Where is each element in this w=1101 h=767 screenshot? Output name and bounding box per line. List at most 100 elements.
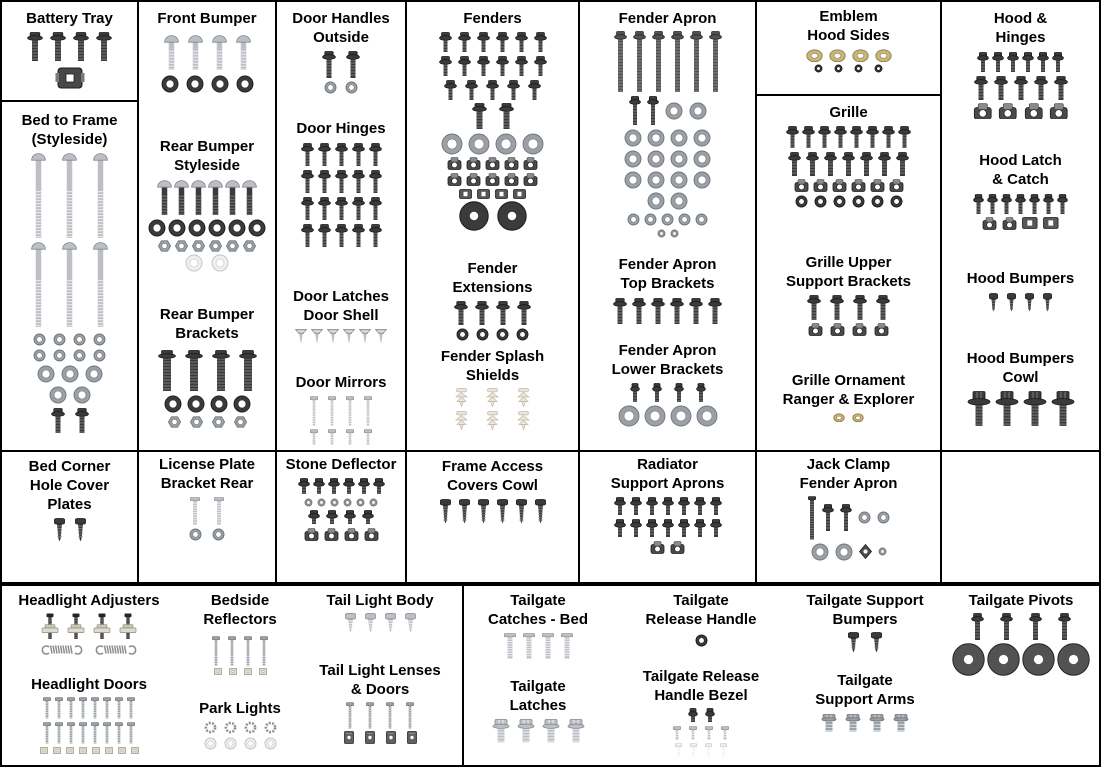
carriage-bolt-icon xyxy=(62,241,77,328)
push-pin-icon xyxy=(454,410,469,430)
cage-clip-icon xyxy=(466,156,481,170)
washer-icon xyxy=(644,213,657,226)
lock-washer-icon xyxy=(264,721,277,734)
cage-clip-icon xyxy=(447,156,462,170)
washer-icon xyxy=(693,150,711,168)
hex-nut-icon xyxy=(167,415,181,428)
hex-bolt-icon xyxy=(613,518,626,538)
hardware-row xyxy=(4,365,135,383)
machine-screw-icon xyxy=(214,496,224,525)
hardware-row xyxy=(409,55,576,77)
part-group-jack-clamp: Jack Clamp Fender Apron xyxy=(759,456,938,561)
hex-washer-bolt-icon xyxy=(492,718,510,743)
carriage-bolt-icon xyxy=(31,241,46,328)
part-group-title: Tailgate Support Arms xyxy=(815,672,915,708)
machine-screw-icon xyxy=(673,725,681,740)
barrel-nut-icon xyxy=(805,48,823,63)
hex-bolt-icon xyxy=(297,477,310,495)
washer-icon xyxy=(670,150,688,168)
washer-icon xyxy=(211,254,229,272)
machine-screw-icon xyxy=(503,632,516,659)
part-group-title: Grille Ornament Ranger & Explorer xyxy=(782,372,915,408)
hex-bolt-icon xyxy=(238,349,257,392)
hardware-row xyxy=(944,390,1097,427)
hex-bolt-icon xyxy=(613,30,627,93)
hardware-row xyxy=(409,328,576,341)
hardware-row xyxy=(279,428,403,445)
hex-bolt-icon xyxy=(533,55,547,77)
hex-bolt-icon xyxy=(326,509,338,525)
machine-screw-icon xyxy=(310,428,318,445)
washer-icon xyxy=(324,81,337,94)
hardware-row xyxy=(759,294,938,321)
washer-icon xyxy=(244,737,257,750)
washer-icon xyxy=(93,333,106,346)
hex-bolt-icon xyxy=(651,297,665,325)
machine-screw-icon xyxy=(260,635,268,666)
carriage-bolt-icon xyxy=(163,34,179,71)
hex-bolt-icon xyxy=(514,31,528,53)
washer-icon xyxy=(657,229,666,238)
hex-bolt-icon xyxy=(438,55,452,77)
hardware-row xyxy=(618,634,784,647)
washer-icon xyxy=(330,498,339,507)
part-group-grille: Grille xyxy=(759,104,938,208)
part-group-title: Hood Latch & Catch xyxy=(979,152,1062,188)
hex-washer-bolt-icon xyxy=(995,390,1019,427)
hardware-row xyxy=(759,125,938,149)
washer-icon xyxy=(345,81,358,94)
washer-icon xyxy=(264,737,277,750)
hardware-row xyxy=(582,129,753,147)
hardware-row xyxy=(300,730,460,744)
washer-icon xyxy=(204,737,217,750)
carriage-bolt-icon xyxy=(235,34,251,71)
hex-washer-bolt-icon xyxy=(1023,390,1047,427)
hex-bolt-icon xyxy=(850,125,863,149)
cage-clip-icon xyxy=(344,527,359,541)
part-group-tailgate-support-bumpers: Tailgate Support Bumpers xyxy=(790,592,940,653)
hex-bolt-icon xyxy=(689,297,703,325)
washer-icon xyxy=(858,511,871,524)
part-group-title: Fender Apron Lower Brackets xyxy=(611,342,724,378)
hex-bolt-icon xyxy=(96,31,112,62)
hex-washer-bolt-icon xyxy=(1051,390,1075,427)
box-hood xyxy=(940,0,1101,452)
part-group-hood-hinges: Hood & Hinges xyxy=(944,10,1097,120)
washer-icon xyxy=(522,133,544,155)
washer-icon xyxy=(647,171,665,189)
hardware-row xyxy=(140,415,274,428)
part-group-tailgate-release-handle: Tailgate Release Handle xyxy=(618,592,784,647)
cage-clip-icon xyxy=(447,172,462,186)
hardware-row xyxy=(945,612,1097,641)
push-pin-icon xyxy=(485,387,500,407)
machine-screw-icon xyxy=(55,721,63,744)
washer-icon xyxy=(210,395,228,413)
hardware-row xyxy=(279,142,403,167)
hex-bolt-icon xyxy=(498,102,514,130)
barrel-nut-icon xyxy=(852,412,864,423)
washer-icon xyxy=(696,405,718,427)
hex-bolt-icon xyxy=(334,223,348,248)
screw-icon xyxy=(871,631,882,653)
washer-icon xyxy=(624,129,642,147)
hex-washer-bolt-icon xyxy=(893,713,909,732)
screw-icon xyxy=(515,498,527,524)
washer-icon xyxy=(693,129,711,147)
hex-bolt-icon xyxy=(351,196,365,221)
hardware-row xyxy=(279,50,403,79)
hex-bolt-icon xyxy=(327,477,340,495)
hex-bolt-icon xyxy=(629,518,642,538)
part-group-title: Tailgate Latches xyxy=(509,678,567,714)
hardware-row xyxy=(409,133,576,155)
push-pin-icon xyxy=(516,387,531,407)
hardware-row xyxy=(4,386,135,404)
washer-icon xyxy=(33,333,46,346)
hex-bolt-icon xyxy=(475,300,489,326)
carriage-bolt-icon xyxy=(225,179,240,216)
washer-icon xyxy=(188,219,206,237)
hardware-row xyxy=(279,81,403,94)
part-group-title: Stone Deflector xyxy=(285,456,397,473)
machine-screw-icon xyxy=(127,721,135,744)
washer-icon xyxy=(317,498,326,507)
hex-bolt-icon xyxy=(1022,51,1034,73)
